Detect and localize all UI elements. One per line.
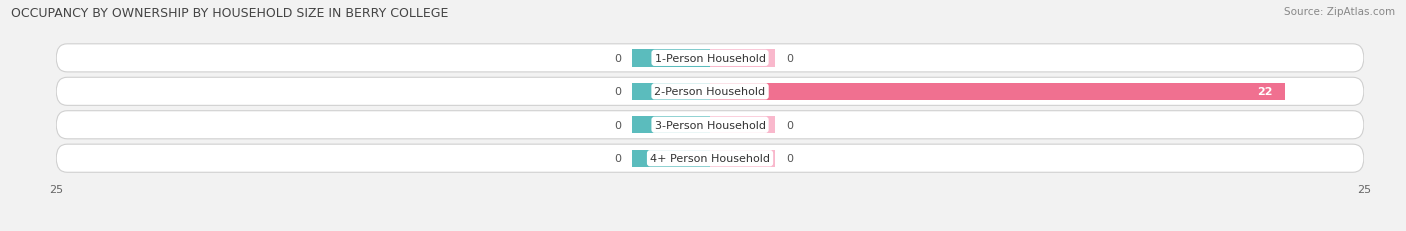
Text: 0: 0	[614, 54, 621, 64]
FancyBboxPatch shape	[56, 111, 1364, 139]
Text: 1-Person Household: 1-Person Household	[655, 54, 765, 64]
Bar	[710, 50, 776, 67]
FancyBboxPatch shape	[56, 45, 1364, 73]
Bar	[631, 50, 710, 67]
Bar	[710, 117, 776, 134]
Text: 3-Person Household: 3-Person Household	[655, 120, 765, 130]
Text: 0: 0	[786, 154, 793, 164]
Text: 22: 22	[1257, 87, 1272, 97]
FancyBboxPatch shape	[56, 145, 1364, 173]
Bar	[710, 150, 776, 167]
Bar	[631, 83, 710, 100]
Text: 2-Person Household: 2-Person Household	[654, 87, 766, 97]
Text: 4+ Person Household: 4+ Person Household	[650, 154, 770, 164]
Text: 0: 0	[786, 120, 793, 130]
Text: 0: 0	[614, 120, 621, 130]
Text: 0: 0	[614, 154, 621, 164]
Bar	[631, 117, 710, 134]
Text: 0: 0	[786, 54, 793, 64]
Bar	[631, 150, 710, 167]
Text: OCCUPANCY BY OWNERSHIP BY HOUSEHOLD SIZE IN BERRY COLLEGE: OCCUPANCY BY OWNERSHIP BY HOUSEHOLD SIZE…	[11, 7, 449, 20]
Bar	[710, 83, 1285, 100]
Text: 0: 0	[614, 87, 621, 97]
Text: Source: ZipAtlas.com: Source: ZipAtlas.com	[1284, 7, 1395, 17]
FancyBboxPatch shape	[56, 78, 1364, 106]
